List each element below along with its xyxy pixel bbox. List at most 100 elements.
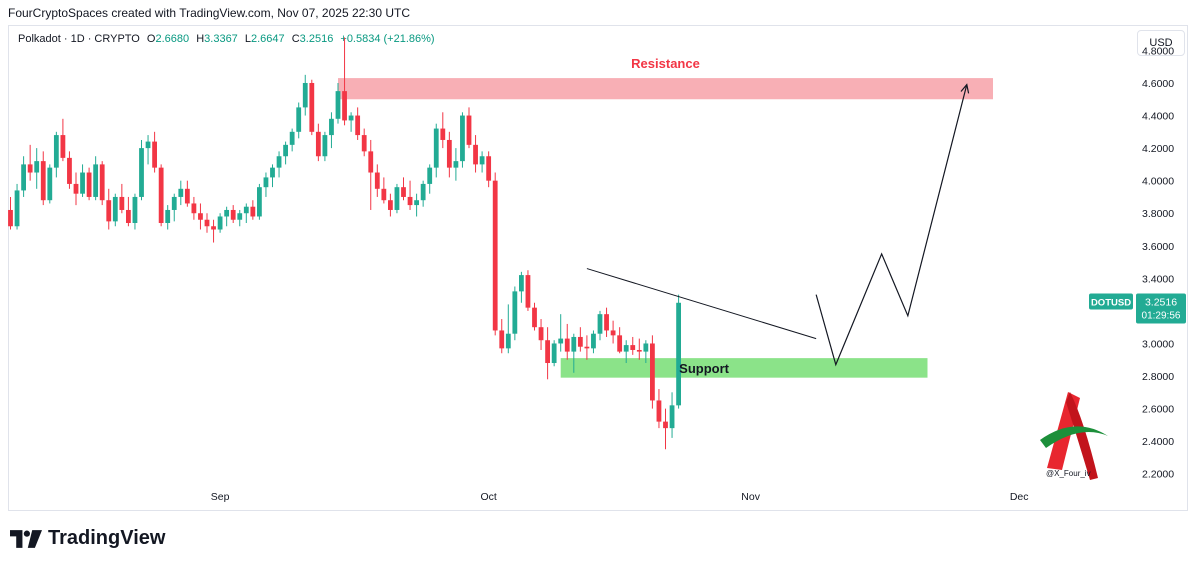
chart-frame bbox=[8, 25, 1188, 511]
candle bbox=[407, 180, 413, 210]
candle-body bbox=[8, 209, 13, 227]
candle bbox=[243, 203, 249, 223]
candle bbox=[60, 118, 66, 162]
candle bbox=[99, 161, 105, 206]
y-tick-label: 3.0000 bbox=[1142, 338, 1174, 350]
candle bbox=[263, 172, 269, 197]
candle bbox=[617, 327, 623, 354]
candle-body bbox=[407, 196, 413, 206]
candle-body bbox=[532, 307, 537, 328]
candle-body bbox=[656, 400, 662, 422]
y-tick-label: 2.4000 bbox=[1142, 436, 1174, 448]
y-tick-label: 4.2000 bbox=[1142, 143, 1174, 155]
low-value: 2.6647 bbox=[251, 33, 285, 45]
candle bbox=[420, 180, 426, 207]
candle bbox=[512, 286, 518, 341]
candle-body bbox=[669, 405, 675, 429]
candle bbox=[479, 151, 485, 173]
candle bbox=[401, 177, 406, 201]
y-tick-label: 4.0000 bbox=[1142, 176, 1174, 188]
descending-trendline bbox=[586, 268, 817, 340]
candle-body bbox=[630, 345, 636, 350]
x-tick-label: Sep bbox=[211, 491, 230, 503]
candle-body bbox=[466, 115, 472, 145]
change-value: +0.5834 (+21.86%) bbox=[340, 33, 435, 45]
candle bbox=[577, 327, 583, 352]
candle-body bbox=[145, 141, 151, 149]
candle bbox=[466, 107, 472, 149]
candle-body bbox=[348, 115, 354, 121]
candle bbox=[67, 151, 72, 189]
candle-body bbox=[191, 203, 197, 214]
candle-body bbox=[486, 156, 492, 181]
candle bbox=[440, 112, 446, 149]
symbol-name: Polkadot · 1D · CRYPTO bbox=[18, 33, 140, 45]
candle bbox=[381, 177, 387, 204]
close-value: 3.2516 bbox=[299, 33, 334, 45]
candle bbox=[191, 196, 197, 220]
candle bbox=[558, 314, 564, 352]
candle-body bbox=[636, 349, 642, 352]
price-badge bbox=[1136, 293, 1186, 324]
candle bbox=[584, 335, 590, 360]
candle-body bbox=[512, 291, 518, 334]
candle-body bbox=[152, 141, 157, 168]
projection-path bbox=[815, 84, 968, 367]
price-badge-countdown: 01:29:56 bbox=[1142, 311, 1181, 322]
candle bbox=[342, 37, 347, 126]
y-tick-label: 2.6000 bbox=[1142, 404, 1174, 416]
tradingview-wordmark: TradingView bbox=[48, 527, 166, 549]
candle bbox=[257, 183, 262, 220]
candle-body bbox=[224, 209, 230, 217]
candle bbox=[211, 219, 216, 243]
candle-body bbox=[60, 135, 66, 158]
symbol-badge bbox=[1089, 293, 1133, 310]
x-tick-label: Oct bbox=[480, 491, 496, 503]
candle-body bbox=[250, 206, 256, 217]
candle bbox=[132, 193, 138, 230]
candle bbox=[433, 123, 439, 178]
tradingview-logo[interactable]: TradingView bbox=[10, 527, 165, 550]
candle bbox=[93, 156, 99, 201]
candle-body bbox=[283, 144, 288, 157]
candle bbox=[610, 320, 616, 344]
support-zone bbox=[560, 358, 928, 378]
candle bbox=[40, 151, 46, 206]
candle-body bbox=[296, 107, 302, 132]
symbol-badge-text: DOTUSD bbox=[1091, 298, 1131, 309]
candle-body bbox=[289, 131, 295, 145]
candle-body bbox=[309, 82, 315, 132]
candle-body bbox=[584, 346, 590, 349]
candle bbox=[571, 333, 577, 373]
candle-body bbox=[139, 148, 144, 197]
candle-body bbox=[610, 330, 616, 336]
x-tick-label: Nov bbox=[741, 491, 760, 503]
candle-body bbox=[263, 177, 269, 188]
candle-body bbox=[302, 82, 308, 108]
candle bbox=[171, 193, 177, 222]
candle bbox=[460, 112, 465, 168]
candle-body bbox=[132, 196, 138, 223]
candle-body bbox=[99, 164, 105, 201]
candle-body bbox=[335, 91, 341, 119]
candle bbox=[427, 164, 433, 194]
candle-body bbox=[21, 164, 26, 191]
candle-body bbox=[47, 167, 53, 201]
candle bbox=[34, 148, 40, 189]
candle-body bbox=[591, 333, 596, 349]
candle-body bbox=[525, 275, 531, 308]
candle-body bbox=[106, 200, 112, 222]
high-value: 3.3367 bbox=[204, 33, 238, 45]
candle bbox=[656, 389, 662, 429]
y-tick-label: 2.2000 bbox=[1142, 469, 1174, 481]
candle bbox=[296, 102, 302, 139]
candle-body bbox=[93, 164, 99, 197]
close-label: C bbox=[291, 33, 300, 45]
candle bbox=[73, 172, 79, 206]
currency-button[interactable]: USD bbox=[1137, 30, 1185, 56]
candle-body bbox=[67, 157, 72, 184]
candle bbox=[473, 135, 478, 173]
candle bbox=[499, 319, 505, 354]
candle bbox=[564, 323, 570, 360]
